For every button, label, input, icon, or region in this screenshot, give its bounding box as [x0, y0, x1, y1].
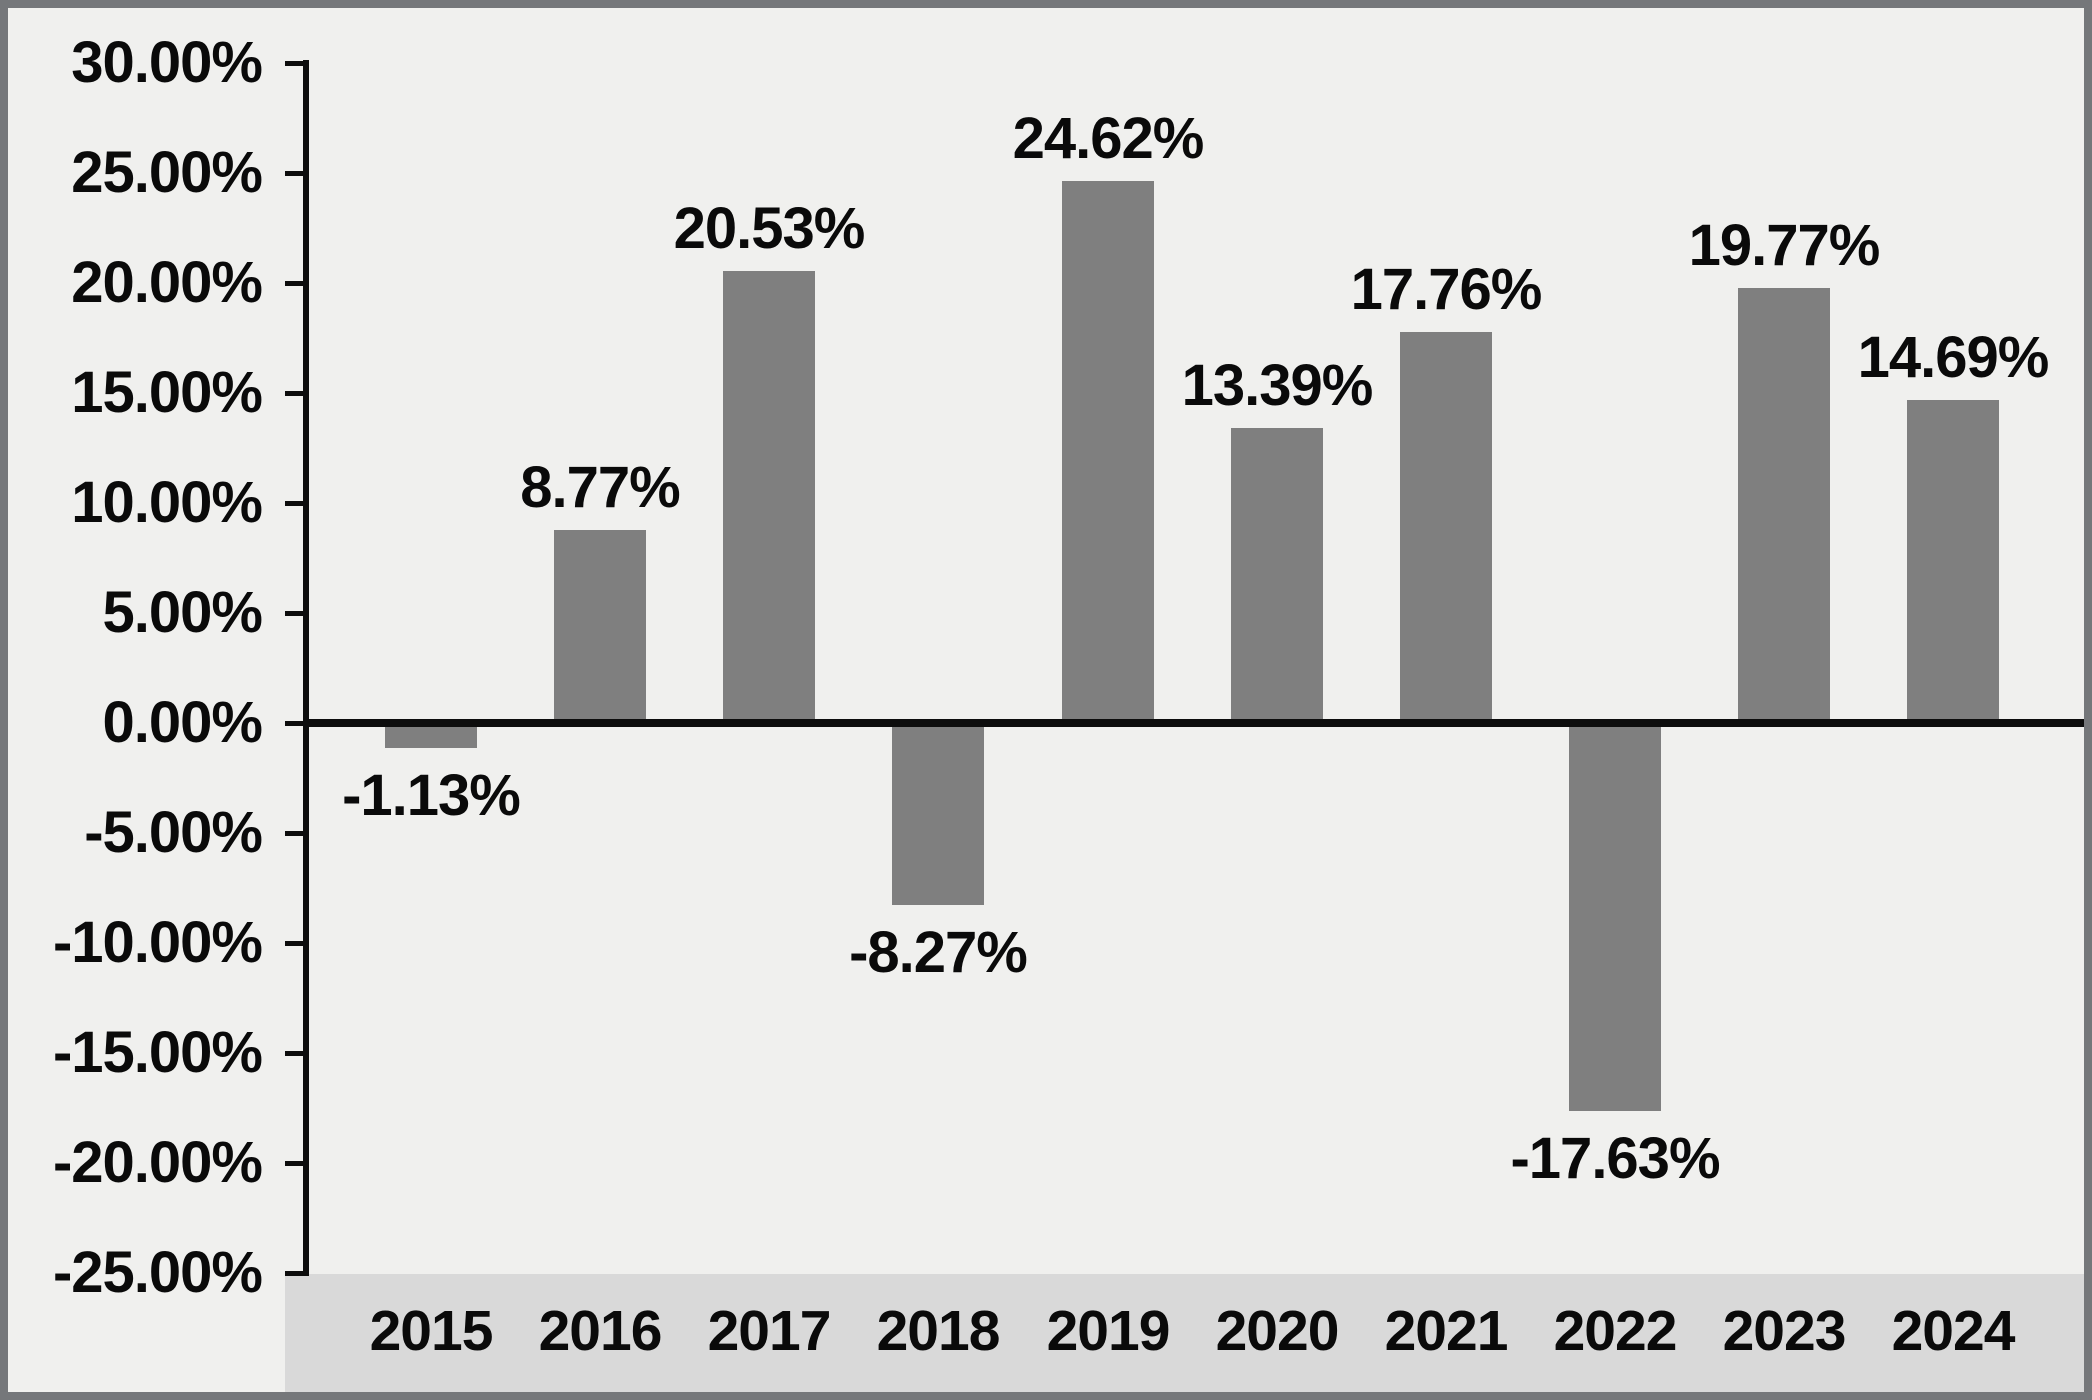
value-label-2024: 14.69%: [1857, 325, 2050, 390]
y-axis-tick: [285, 60, 309, 66]
value-label-2015: -1.13%: [342, 763, 521, 828]
y-axis-tick-label: -25.00%: [52, 1240, 263, 1305]
value-label-2021: 17.76%: [1350, 257, 1543, 322]
bar-2018: [892, 723, 984, 905]
x-axis-label-2016: 2016: [538, 1299, 663, 1363]
y-axis-tick: [285, 170, 309, 176]
bar-2022: [1569, 723, 1661, 1111]
y-axis-tick-label: 15.00%: [71, 360, 263, 425]
bar-2024: [1907, 400, 1999, 723]
value-label-2019: 24.62%: [1012, 106, 1205, 171]
x-axis-label-2017: 2017: [707, 1299, 832, 1363]
x-axis-label-2019: 2019: [1046, 1299, 1171, 1363]
value-label-2022: -17.63%: [1510, 1126, 1720, 1191]
x-axis-label-2020: 2020: [1215, 1299, 1340, 1363]
value-label-2020: 13.39%: [1181, 353, 1374, 418]
value-label-2017: 20.53%: [673, 196, 866, 261]
y-axis-tick-label: 20.00%: [71, 250, 263, 315]
y-axis-tick: [285, 390, 309, 396]
y-axis-tick-label: 0.00%: [102, 690, 263, 755]
x-axis-label-2015: 2015: [369, 1299, 494, 1363]
y-axis-tick: [285, 1270, 309, 1276]
x-axis-label-2018: 2018: [876, 1299, 1001, 1363]
value-label-2023: 19.77%: [1688, 213, 1881, 278]
x-axis-label-2024: 2024: [1891, 1299, 2016, 1363]
x-axis-label-2021: 2021: [1384, 1299, 1509, 1363]
y-axis-tick: [285, 1050, 309, 1056]
x-axis-label-2022: 2022: [1553, 1299, 1678, 1363]
y-axis-tick-label: 25.00%: [71, 140, 263, 205]
y-axis-tick-label: -20.00%: [52, 1130, 263, 1195]
bar-2016: [554, 530, 646, 723]
y-axis-tick-label: 5.00%: [102, 580, 263, 645]
y-axis-tick: [285, 1160, 309, 1166]
y-axis-tick-label: 10.00%: [71, 470, 263, 535]
y-axis-tick: [285, 830, 309, 836]
y-axis-tick-label: -5.00%: [84, 800, 263, 865]
value-label-2016: 8.77%: [520, 455, 680, 520]
zero-baseline: [303, 719, 2084, 727]
y-axis-tick: [285, 500, 309, 506]
bar-2021: [1400, 332, 1492, 723]
bar-2019: [1062, 181, 1154, 723]
bar-2023: [1738, 288, 1830, 723]
y-axis-tick-label: 30.00%: [71, 30, 263, 95]
y-axis-tick-label: -10.00%: [52, 910, 263, 975]
y-axis-line: [303, 60, 309, 1274]
bar-2020: [1231, 428, 1323, 723]
y-axis-tick-label: -15.00%: [52, 1020, 263, 1085]
bar-2015: [385, 723, 477, 748]
y-axis-tick: [285, 610, 309, 616]
x-axis-label-2023: 2023: [1722, 1299, 1847, 1363]
bar-2017: [723, 271, 815, 723]
y-axis-tick: [285, 940, 309, 946]
value-label-2018: -8.27%: [849, 920, 1028, 985]
x-axis-band: [285, 1274, 2084, 1392]
y-axis-tick: [285, 280, 309, 286]
y-axis-tick: [285, 720, 309, 726]
